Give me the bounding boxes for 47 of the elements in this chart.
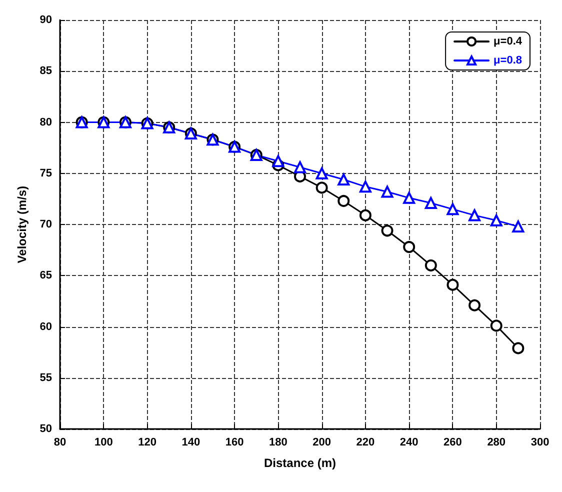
point [338, 174, 350, 186]
y-tick-label: 50 [40, 423, 52, 435]
point [403, 240, 416, 253]
point [338, 194, 350, 207]
x-tick-label: 120 [138, 436, 156, 448]
y-tick-label: 75 [40, 167, 52, 180]
point [446, 278, 459, 291]
point [468, 299, 481, 312]
point [381, 224, 394, 237]
x-tick-label: 140 [182, 436, 200, 448]
point [272, 155, 284, 168]
y-tick-label: 90 [40, 14, 52, 26]
point [381, 186, 394, 198]
point [512, 220, 524, 233]
x-tick-label: 260 [444, 436, 462, 448]
x-tick-label: 180 [269, 436, 288, 448]
point [424, 259, 437, 272]
y-tick-label: 70 [40, 218, 52, 230]
x-tick-label: 200 [312, 436, 331, 448]
point [359, 209, 372, 222]
point [512, 342, 524, 354]
point [294, 161, 306, 174]
point [468, 209, 481, 222]
x-tick-label: 280 [487, 436, 506, 448]
y-axis-title: Velocity (m/s) [15, 186, 29, 264]
point [359, 180, 372, 193]
x-tick-label: 100 [94, 436, 113, 448]
point [490, 320, 502, 332]
legend-label: μ=0.8 [494, 54, 522, 66]
x-tick-label: 240 [400, 436, 418, 448]
x-tick-label: 300 [530, 436, 550, 448]
point [316, 182, 328, 194]
y-tick-label: 60 [40, 320, 52, 333]
x-tick-label: 160 [225, 436, 244, 448]
point [490, 214, 502, 226]
legend-label: μ=0.4 [494, 36, 523, 48]
y-tick-label: 80 [40, 116, 52, 128]
x-tick-label: 80 [54, 436, 66, 448]
y-tick-label: 65 [40, 270, 52, 282]
x-tick-label: 220 [356, 436, 375, 448]
y-tick-label: 55 [40, 372, 52, 384]
x-axis-title: Distance (m) [264, 456, 336, 470]
point [316, 167, 328, 180]
point [403, 192, 416, 204]
point [446, 203, 459, 216]
y-tick-label: 85 [40, 65, 52, 78]
point [424, 197, 437, 210]
